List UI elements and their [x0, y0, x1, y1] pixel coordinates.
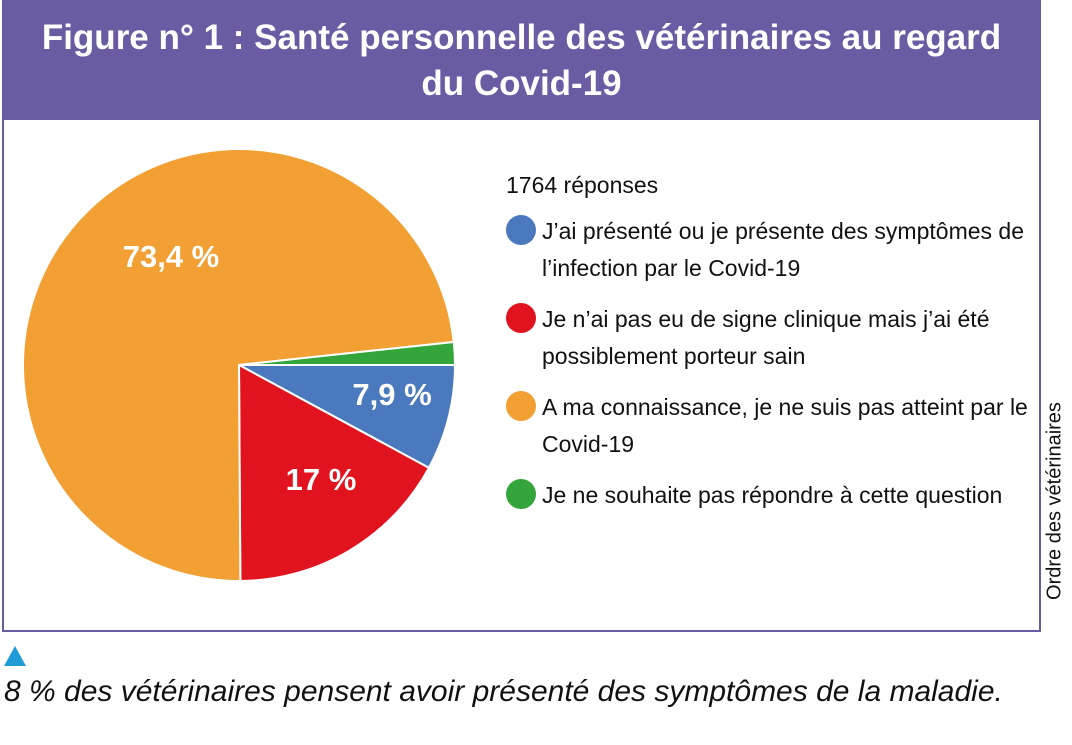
triangle-marker-icon: [4, 646, 26, 666]
legend-item-symptoms: J’ai présenté ou je présente des symptôm…: [506, 213, 1036, 287]
legend-swatch-red: [506, 303, 536, 333]
legend-label: A ma connaissance, je ne suis pas attein…: [542, 394, 1028, 457]
legend-item-no-answer: Je ne souhaite pas répondre à cette ques…: [506, 477, 1036, 514]
figure-frame: Figure n° 1 : Santé personnelle des vété…: [2, 0, 1041, 632]
data-label-not-infected: 73,4 %: [123, 239, 220, 274]
pie-slice-not-infected: [22, 148, 455, 582]
source-label: Ordre des vétérinaires: [1040, 370, 1070, 632]
legend-swatch-orange: [506, 391, 536, 421]
response-count: 1764 réponses: [506, 172, 659, 198]
pie-slice-symptoms: [238, 364, 457, 470]
source-label-text: Ordre des vétérinaires: [1043, 402, 1066, 600]
figure-title: Figure n° 1 : Santé personnelle des vété…: [41, 18, 1002, 103]
title-bar: Figure n° 1 : Santé personnelle des vété…: [4, 2, 1039, 120]
pie-chart: 7,9 % 17 % 73,4 %: [22, 148, 457, 583]
legend-label: J’ai présenté ou je présente des symptôm…: [542, 218, 1024, 281]
caption: 8 % des vétérinaires pensent avoir prése…: [4, 675, 1003, 708]
legend-item-asymptomatic: Je n’ai pas eu de signe clinique mais j’…: [506, 301, 1036, 375]
data-label-asymptomatic: 17 %: [286, 462, 357, 497]
legend-swatch-green: [506, 479, 536, 509]
legend-item-not-infected: A ma connaissance, je ne suis pas attein…: [506, 389, 1036, 463]
legend: 1764 réponses J’ai présenté ou je présen…: [506, 172, 1036, 528]
legend-label: Je n’ai pas eu de signe clinique mais j’…: [542, 306, 990, 369]
legend-swatch-blue: [506, 215, 536, 245]
pie-slice-no-answer: [238, 340, 457, 366]
pie-slice-asymptomatic: [237, 363, 431, 583]
data-label-symptoms: 7,9 %: [352, 377, 431, 412]
legend-label: Je ne souhaite pas répondre à cette ques…: [542, 482, 1003, 508]
